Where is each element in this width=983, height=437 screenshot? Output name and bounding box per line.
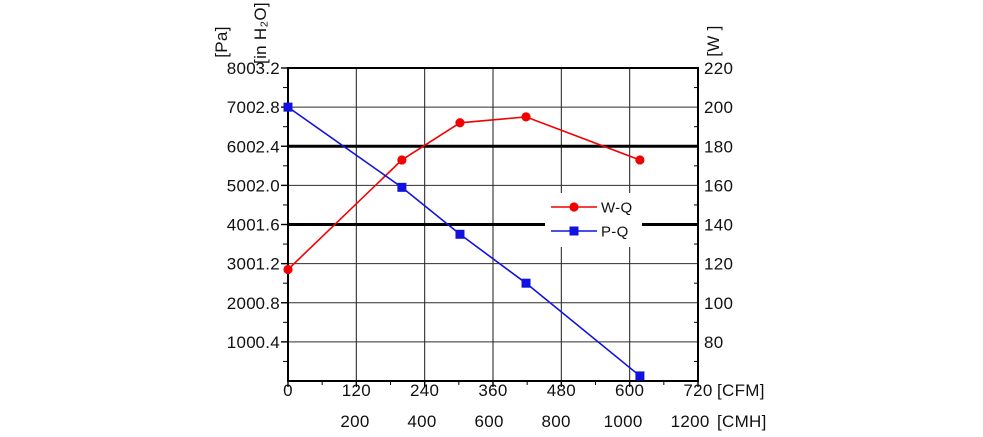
watt-tick-label: 80	[704, 333, 724, 352]
watt-tick-label: 200	[704, 98, 733, 117]
legend: W-Q P-Q	[545, 193, 642, 247]
cfm-tick-label: 120	[342, 381, 371, 400]
series-W-Q-marker	[397, 155, 407, 165]
series-W-Q-marker	[635, 155, 645, 165]
legend-P-Q-marker	[569, 226, 579, 236]
x-axis-title-cmh: [CMH]	[717, 412, 767, 431]
series-W-Q-marker	[521, 112, 531, 122]
inh2o-tick-label: 2.4	[255, 137, 280, 156]
pa-tick-label: 200	[227, 294, 256, 313]
y-axis-title-watt: [W ]	[704, 25, 723, 57]
series-P-Q-marker	[455, 229, 465, 239]
series-W-Q-marker	[455, 118, 465, 128]
series-P-Q-marker	[521, 278, 531, 288]
cfm-tick-label: 360	[478, 381, 507, 400]
inh2o-tick-label: 2.0	[255, 176, 280, 195]
pa-tick-label: 800	[227, 59, 256, 78]
cmh-tick-label: 1200	[671, 412, 710, 431]
axis-ticks	[281, 67, 699, 387]
cfm-tick-label: 720	[683, 381, 712, 400]
watt-tick-label: 120	[704, 255, 733, 274]
series-P-Q-marker	[397, 182, 407, 192]
cfm-tick-label: 240	[410, 381, 439, 400]
series	[283, 102, 645, 381]
cfm-tick-label: 0	[283, 381, 293, 400]
pa-tick-label: 300	[227, 255, 256, 274]
inh2o-tick-label: 0.4	[255, 333, 280, 352]
legend-background	[545, 193, 642, 247]
cmh-tick-label: 1000	[604, 412, 643, 431]
tick-labels: 8007006005004003002001003.22.82.42.01.61…	[227, 59, 733, 431]
series-P-Q	[283, 102, 645, 381]
inh2o-tick-label: 3.2	[255, 59, 280, 78]
watt-tick-label: 180	[704, 137, 733, 156]
pa-tick-label: 700	[227, 98, 256, 117]
series-P-Q-marker	[283, 102, 293, 112]
pa-tick-label: 400	[227, 216, 256, 235]
cmh-tick-label: 600	[474, 412, 503, 431]
y-axis-title-inh2o: [in H₂O]	[251, 2, 270, 64]
cmh-tick-label: 400	[407, 412, 436, 431]
watt-tick-label: 160	[704, 176, 733, 195]
series-W-Q	[283, 112, 645, 275]
series-W-Q-marker	[283, 264, 293, 275]
watt-tick-label: 220	[704, 59, 733, 78]
legend-W-Q-marker	[569, 202, 579, 212]
pa-tick-label: 500	[227, 176, 256, 195]
series-P-Q-marker	[635, 371, 645, 381]
legend-W-Q-label: W-Q	[601, 200, 632, 217]
watt-tick-label: 140	[704, 216, 733, 235]
inh2o-tick-label: 2.8	[255, 98, 280, 117]
x-axis-title-cfm: [CFM]	[717, 381, 765, 400]
inh2o-tick-label: 1.2	[255, 255, 280, 274]
cmh-tick-label: 200	[340, 412, 369, 431]
y-axis-title-pa: [Pa]	[212, 26, 231, 58]
pa-tick-label: 100	[227, 333, 256, 352]
legend-P-Q-label: P-Q	[601, 224, 629, 241]
inh2o-tick-label: 0.8	[255, 294, 280, 313]
inh2o-tick-label: 1.6	[255, 216, 280, 235]
cfm-tick-label: 600	[615, 381, 644, 400]
watt-tick-label: 100	[704, 294, 733, 313]
cfm-tick-label: 480	[547, 381, 576, 400]
pa-tick-label: 600	[227, 137, 256, 156]
cmh-tick-label: 800	[541, 412, 570, 431]
